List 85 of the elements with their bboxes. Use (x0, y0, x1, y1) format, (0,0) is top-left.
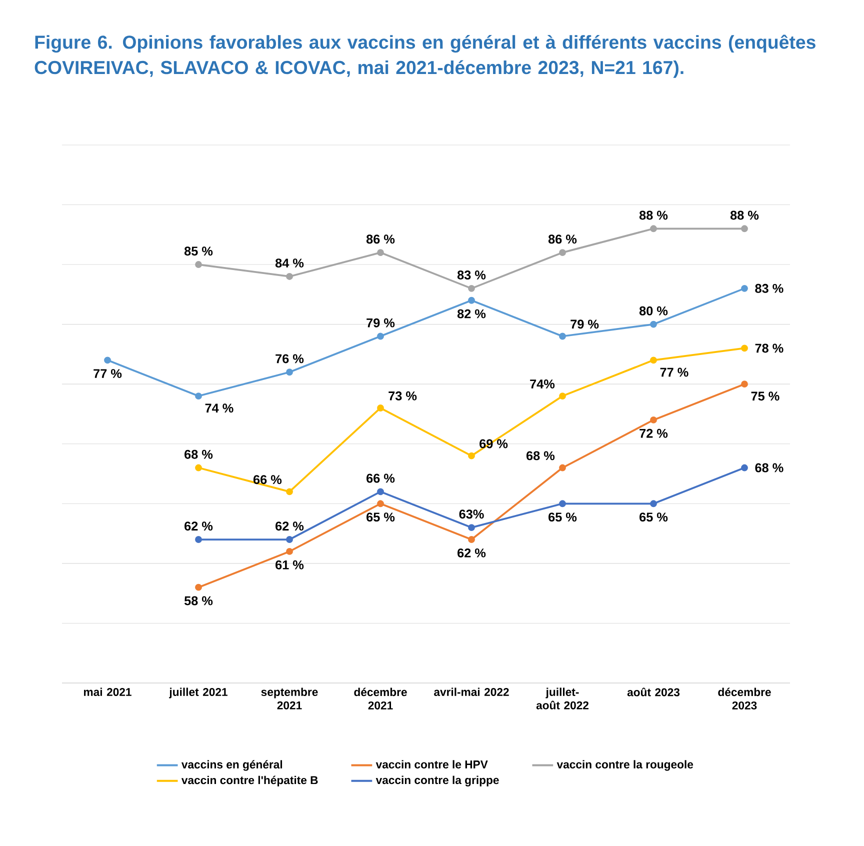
point (286, 273, 293, 280)
data-label: 86 % (548, 234, 577, 244)
data-label: 79 % (366, 318, 395, 328)
data-label: 83 % (457, 270, 486, 280)
x-tick-label: mai 2021 (84, 688, 132, 696)
data-label: 68 % (755, 463, 784, 472)
point (650, 225, 657, 232)
x-tick-label: septembre 2021 (261, 688, 318, 710)
point (377, 500, 384, 508)
point (468, 284, 475, 292)
point (104, 356, 111, 364)
data-label: 82 % (457, 309, 486, 318)
point (741, 344, 748, 352)
x-tick-label: août 2023 (627, 688, 680, 696)
point (195, 584, 202, 591)
x-tick-label: décembre 2023 (718, 688, 771, 710)
point (650, 416, 657, 424)
point (377, 332, 384, 340)
x-tick-label: avril-mai 2022 (434, 688, 509, 696)
data-label: 77 % (660, 368, 688, 377)
point (650, 500, 657, 508)
point (377, 404, 384, 412)
data-label: 86 % (366, 234, 395, 244)
data-label: 68 % (526, 451, 555, 460)
legend-label: vaccin contre le HPV (376, 760, 488, 768)
data-label: 66 % (253, 475, 282, 484)
data-label: 83 % (755, 284, 784, 293)
data-label: 74% (530, 380, 555, 388)
data-label: 80 % (639, 306, 668, 316)
point (650, 356, 657, 364)
point (559, 249, 566, 256)
data-label: 76 % (276, 354, 304, 364)
data-label: 63% (459, 510, 484, 519)
point (741, 464, 748, 472)
data-label: 68 % (184, 450, 213, 459)
data-label: 88 % (730, 210, 759, 220)
point (468, 452, 475, 460)
data-label: 78 % (755, 344, 784, 353)
point (286, 368, 293, 376)
data-label: 65 % (548, 512, 577, 522)
x-tick-label: juillet 2021 (169, 688, 228, 698)
point (650, 320, 657, 328)
point (741, 284, 748, 292)
data-label: 75 % (751, 392, 780, 401)
point (559, 392, 566, 400)
data-label: 58 % (184, 596, 213, 606)
data-label: 65 % (640, 512, 668, 522)
point (468, 536, 475, 543)
chart-title: Figure 6. Opinions favorables aux vaccins en général et à différents vaccins (enquêtes COVIREIVAC, SLAVACO & ICOVAC, mai 2021-décembre 2023, N=21 167). (34, 34, 816, 78)
point (741, 380, 748, 388)
point (195, 464, 202, 472)
legend-label: vaccin contre la grippe (376, 776, 499, 786)
x-tick-label: juillet-août 2022 (536, 688, 588, 710)
point (286, 548, 293, 555)
point (195, 392, 202, 400)
data-label: 72 % (640, 428, 668, 438)
point (377, 488, 384, 496)
legend-label: vaccin contre la rougeole (556, 760, 694, 771)
point (741, 225, 748, 232)
data-label: 77 % (94, 369, 122, 378)
data-label: 74 % (205, 404, 234, 413)
point (286, 488, 293, 496)
point (286, 536, 293, 543)
point (377, 249, 384, 256)
point (195, 536, 202, 543)
data-label: 62 % (276, 522, 304, 531)
point (468, 524, 475, 532)
data-label: 73 % (388, 391, 417, 400)
data-label: 62 % (458, 548, 486, 558)
data-label: 61 % (276, 560, 304, 570)
point (559, 332, 566, 340)
legend-label: vaccin contre l'hépatite B (181, 776, 318, 786)
point (559, 500, 566, 508)
point (559, 464, 566, 472)
point (468, 296, 475, 304)
data-label: 88 % (639, 210, 668, 220)
data-label: 62 % (184, 522, 213, 531)
data-label: 65 % (366, 512, 395, 522)
data-label: 79 % (570, 320, 599, 329)
data-label: 66 % (366, 474, 395, 483)
data-label: 85 % (184, 246, 213, 256)
legend-label: vaccins en général (181, 760, 282, 771)
data-label: 84 % (275, 258, 304, 268)
point (195, 261, 202, 268)
x-tick-label: décembre 2021 (354, 688, 407, 710)
